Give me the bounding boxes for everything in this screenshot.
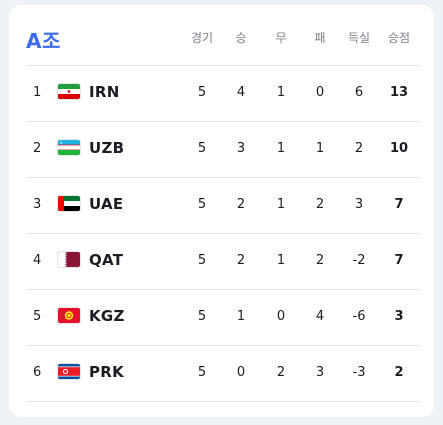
rank: 3 <box>33 197 42 212</box>
uzbekistan-flag-icon <box>58 140 80 155</box>
won-value: 0 <box>236 365 246 380</box>
goal-diff-value: 6 <box>354 85 364 100</box>
team-name: PRK <box>89 363 125 381</box>
draw-value: 1 <box>276 197 286 212</box>
played-value: 5 <box>197 365 207 380</box>
played-value: 5 <box>197 85 207 100</box>
played-value: 5 <box>197 253 207 268</box>
points-value: 3 <box>394 309 404 324</box>
points-value: 7 <box>394 197 404 212</box>
header-goal-diff: 득실 <box>347 31 371 45</box>
points-value: 13 <box>389 85 409 100</box>
played-value: 5 <box>197 309 207 324</box>
played-value: 5 <box>197 141 207 156</box>
goal-diff-value: -3 <box>352 365 366 380</box>
draw-value: 1 <box>276 141 286 156</box>
divider <box>26 233 419 234</box>
lost-value: 3 <box>315 365 325 380</box>
draw-value: 1 <box>276 85 286 100</box>
kyrgyzstan-flag-icon <box>58 308 80 323</box>
table-row[interactable]: 1 IRN 5 4 1 0 6 13 <box>9 65 434 121</box>
won-value: 1 <box>236 309 246 324</box>
lost-value: 2 <box>315 197 325 212</box>
played-value: 5 <box>197 197 207 212</box>
divider <box>26 177 419 178</box>
qatar-flag-icon <box>58 252 80 267</box>
divider <box>26 401 419 402</box>
points-value: 2 <box>394 365 404 380</box>
team-name: KGZ <box>89 307 125 325</box>
divider <box>26 121 419 122</box>
table-row[interactable]: 3 UAE 5 2 1 2 3 7 <box>9 177 434 233</box>
table-header: 경기 승 무 패 득실 승점 <box>9 29 434 53</box>
goal-diff-value: 2 <box>354 141 364 156</box>
team-name: UZB <box>89 139 125 157</box>
table-row[interactable]: 5 KGZ 5 1 0 4 -6 3 <box>9 289 434 345</box>
goal-diff-value: -6 <box>352 309 366 324</box>
points-value: 10 <box>389 141 409 156</box>
group-title: A조 <box>26 29 61 53</box>
header-draw: 무 <box>275 31 287 45</box>
goal-diff-value: -2 <box>352 253 366 268</box>
rank: 1 <box>33 85 42 100</box>
lost-value: 1 <box>315 141 325 156</box>
north-korea-flag-icon <box>58 364 80 379</box>
table-row[interactable]: 2 UZB 5 3 1 1 2 10 <box>9 121 434 177</box>
team-name: IRN <box>89 83 120 101</box>
won-value: 4 <box>236 85 246 100</box>
table-row[interactable]: 6 PRK 5 0 2 3 -3 2 <box>9 345 434 401</box>
draw-value: 1 <box>276 253 286 268</box>
divider <box>26 345 419 346</box>
rank: 5 <box>33 309 42 324</box>
uae-flag-icon <box>58 196 80 211</box>
won-value: 2 <box>236 253 246 268</box>
table-row[interactable]: 4 QAT 5 2 1 2 -2 7 <box>9 233 434 289</box>
won-value: 2 <box>236 197 246 212</box>
header-points: 승점 <box>387 31 411 45</box>
divider <box>26 65 419 66</box>
draw-value: 0 <box>276 309 286 324</box>
goal-diff-value: 3 <box>354 197 364 212</box>
iran-flag-icon <box>58 84 80 99</box>
header-lost: 패 <box>314 31 326 45</box>
header-won: 승 <box>235 31 247 45</box>
lost-value: 2 <box>315 253 325 268</box>
lost-value: 4 <box>315 309 325 324</box>
team-name: UAE <box>89 195 124 213</box>
rank: 6 <box>33 365 42 380</box>
header-played: 경기 <box>190 31 214 45</box>
rank: 2 <box>33 141 42 156</box>
divider <box>26 289 419 290</box>
team-name: QAT <box>89 251 124 269</box>
won-value: 3 <box>236 141 246 156</box>
rank: 4 <box>33 253 42 268</box>
lost-value: 0 <box>315 85 325 100</box>
points-value: 7 <box>394 253 404 268</box>
draw-value: 2 <box>276 365 286 380</box>
standings-card: A조 경기 승 무 패 득실 승점 1 IRN 5 4 1 0 6 13 2 U… <box>9 5 434 417</box>
